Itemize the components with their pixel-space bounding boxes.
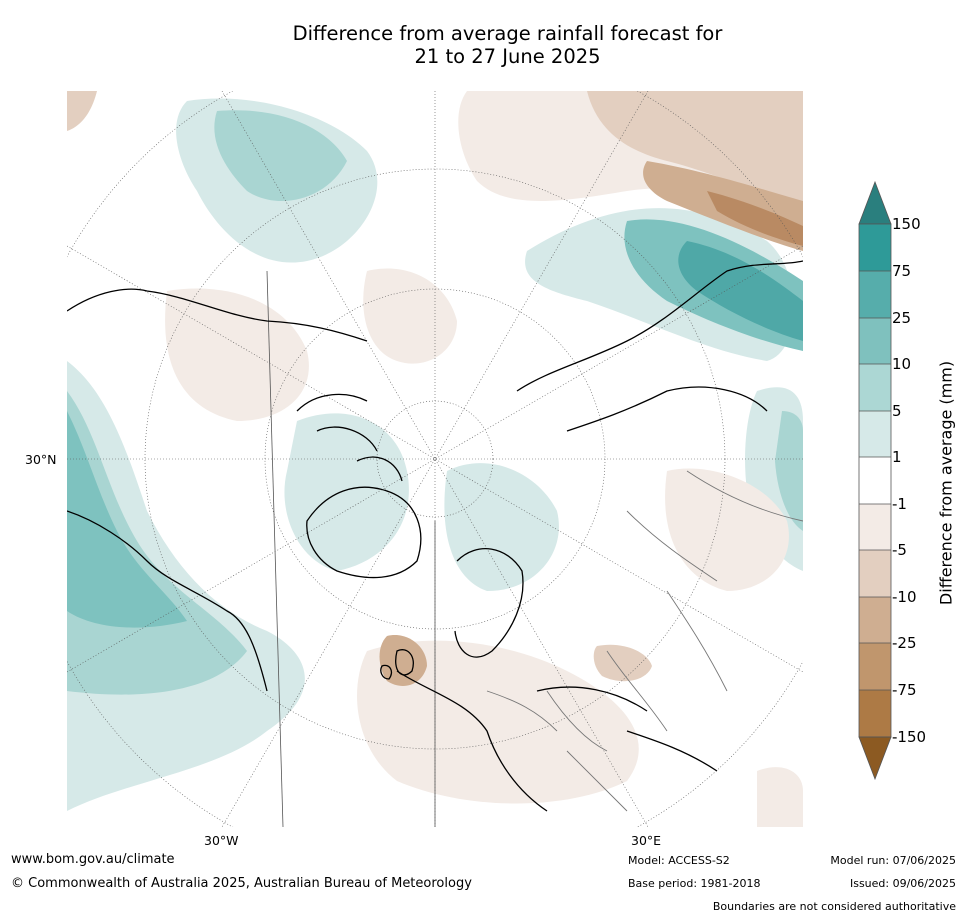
coast-scandinavia bbox=[454, 548, 524, 658]
dry-region-north-america bbox=[165, 288, 309, 421]
colorbar-bottom-arrow bbox=[858, 736, 892, 781]
lon-label-30e: 30°E bbox=[631, 833, 662, 848]
wet-region-north-atlantic-core bbox=[214, 110, 347, 201]
colorbar-title: Difference from average (mm) bbox=[936, 360, 956, 606]
wet-region-scandinavia bbox=[444, 463, 559, 591]
map-canvas bbox=[67, 91, 803, 827]
lon-label-30w: 30°W bbox=[204, 833, 239, 848]
dry-region-top-left bbox=[67, 91, 97, 131]
colorbar-tick-10: 10 bbox=[892, 355, 912, 373]
wet-region-siberia-deep bbox=[678, 241, 803, 341]
colorbar-bin-25-75 bbox=[859, 271, 891, 318]
colorbar-tick-neg5: -5 bbox=[892, 541, 907, 559]
wet-region-west-deep bbox=[67, 411, 187, 628]
footer-model: Model: ACCESS-S2 bbox=[628, 854, 730, 867]
colorbar-bin-75-150 bbox=[859, 224, 891, 271]
colorbar-tick-neg75: -75 bbox=[892, 681, 917, 699]
colorbar-tick-75: 75 bbox=[892, 262, 912, 280]
title-line-1: Difference from average rainfall forecas… bbox=[292, 22, 723, 45]
colorbar-bin-neutral bbox=[859, 457, 891, 504]
dry-region-siberia-deep bbox=[707, 191, 803, 246]
coast-canadian-arctic bbox=[296, 393, 403, 482]
dry-region-arctic-ocean bbox=[363, 268, 457, 364]
colorbar-bin-1-5 bbox=[859, 411, 891, 457]
colorbar-tick-neg150: -150 bbox=[892, 728, 927, 746]
coast-greenland bbox=[306, 486, 422, 579]
footer-model-run: Model run: 07/06/2025 bbox=[830, 854, 956, 867]
footer-issued: Issued: 09/06/2025 bbox=[849, 877, 956, 890]
wet-region-east-core bbox=[775, 411, 803, 531]
dry-anomaly-regions bbox=[67, 91, 803, 827]
colorbar-bin-neg25-neg75 bbox=[859, 643, 891, 690]
dry-region-bottom-right bbox=[757, 767, 803, 827]
colorbar-tick-150: 150 bbox=[892, 215, 921, 233]
footer-disclaimer: Boundaries are not considered authoritat… bbox=[712, 900, 956, 913]
dry-region-siberia-north bbox=[587, 91, 803, 211]
dry-region-europe bbox=[357, 640, 639, 804]
colorbar-bin-neg75-neg150 bbox=[859, 690, 891, 737]
footer-base-period: Base period: 1981-2018 bbox=[628, 877, 761, 890]
colorbar-bin-neg5-neg10 bbox=[859, 550, 891, 597]
meridian-lines bbox=[266, 270, 436, 827]
title-line-2: 21 to 27 June 2025 bbox=[414, 45, 601, 68]
coast-europe bbox=[396, 670, 718, 812]
colorbar-tick-neg10: -10 bbox=[892, 588, 917, 606]
colorbar-bin-neg10-neg25 bbox=[859, 597, 891, 643]
colorbar-top-arrow bbox=[858, 180, 892, 225]
dry-region-central-asia bbox=[665, 468, 789, 591]
colorbar-tick-25: 25 bbox=[892, 309, 912, 327]
coast-siberia bbox=[516, 260, 803, 432]
coast-europe-islands bbox=[380, 649, 414, 680]
dry-region-black-sea bbox=[593, 644, 652, 682]
lat-label-30n: 30°N bbox=[25, 452, 57, 467]
wet-region-greenland-sea bbox=[284, 413, 409, 571]
footer-copyright: © Commonwealth of Australia 2025, Austra… bbox=[11, 876, 472, 891]
colorbar-bin-5-10 bbox=[859, 364, 891, 411]
country-borders bbox=[486, 470, 803, 812]
colorbar-tick-5: 5 bbox=[892, 402, 902, 420]
colorbar bbox=[858, 180, 892, 781]
colorbar-tick-1: 1 bbox=[892, 448, 902, 466]
colorbar-tick-neg25: -25 bbox=[892, 634, 917, 652]
rainfall-map bbox=[67, 91, 803, 827]
colorbar-bin-10-25 bbox=[859, 318, 891, 364]
footer-website: www.bom.gov.au/climate bbox=[11, 852, 175, 867]
wet-region-west-pacific bbox=[67, 361, 305, 811]
colorbar-bin-neg1-neg5 bbox=[859, 504, 891, 550]
graticule bbox=[67, 91, 803, 827]
colorbar-tick-neg1: -1 bbox=[892, 495, 907, 513]
coast-north-america bbox=[67, 288, 368, 692]
coastlines bbox=[67, 260, 803, 812]
map-title: Difference from average rainfall forecas… bbox=[190, 22, 825, 68]
